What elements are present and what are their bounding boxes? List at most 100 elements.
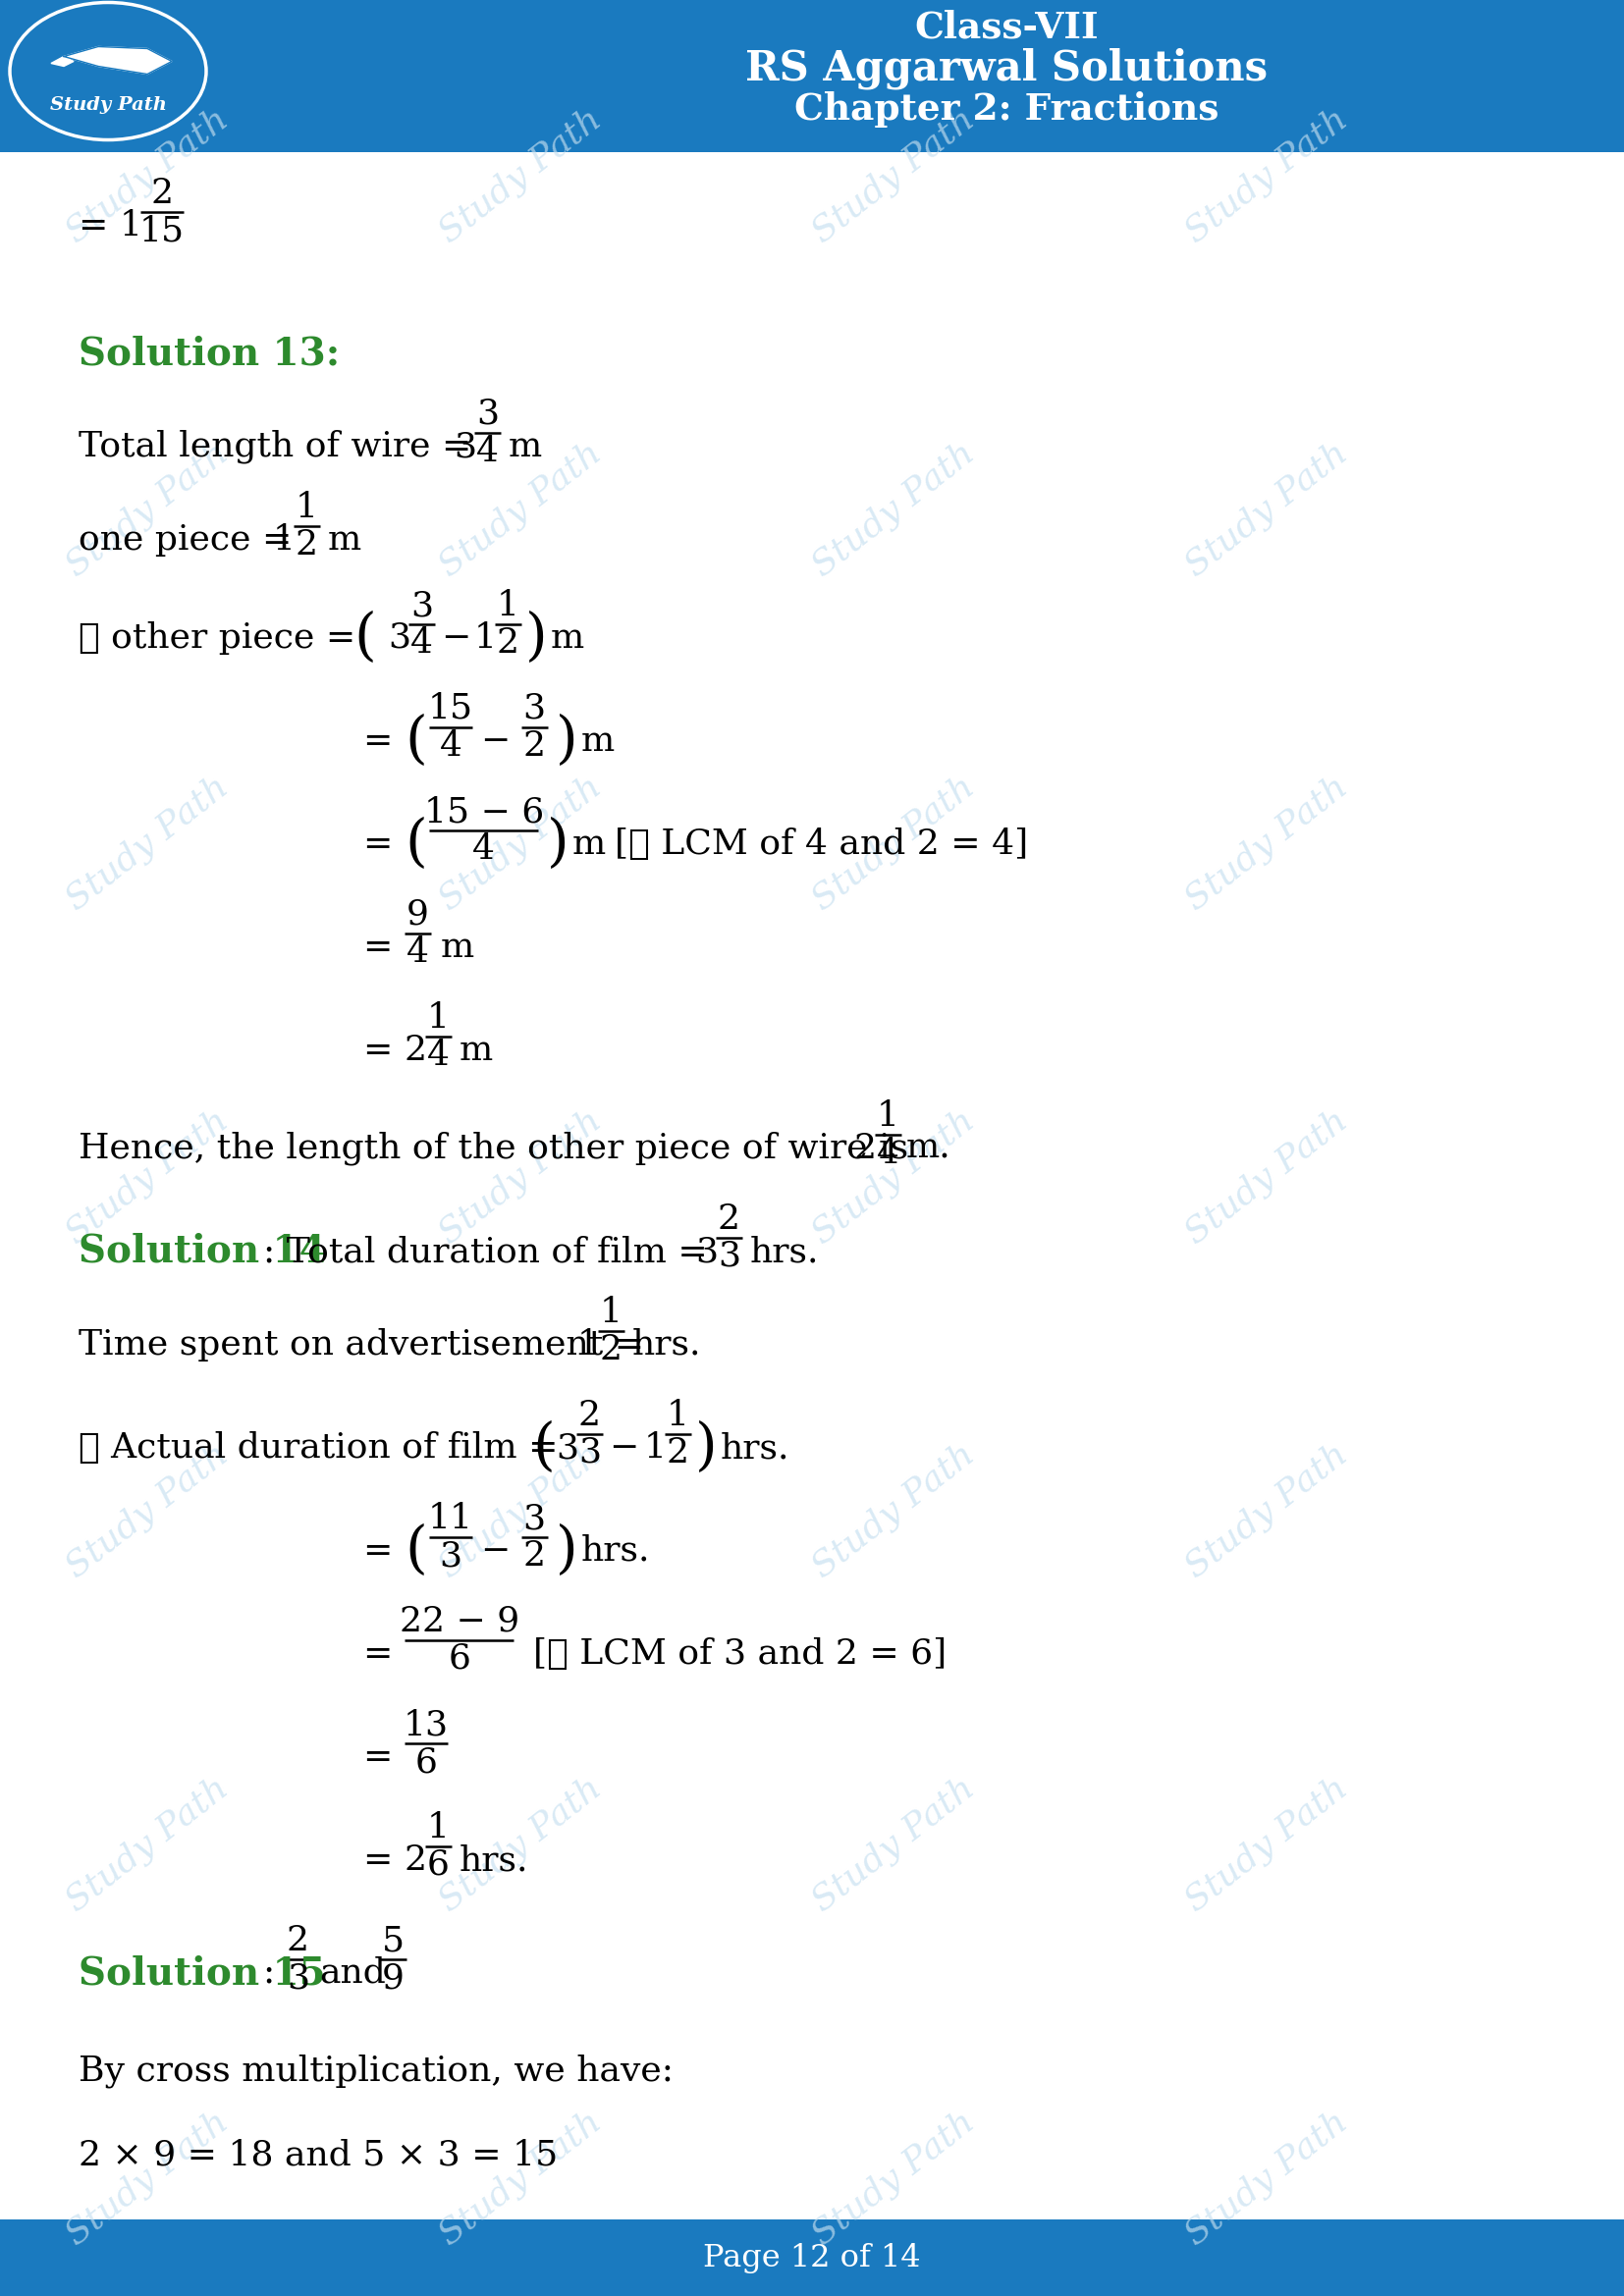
Text: Page 12 of 14: Page 12 of 14: [703, 2243, 921, 2273]
Text: ∴ other piece =: ∴ other piece =: [78, 622, 367, 654]
Text: : Total duration of film =: : Total duration of film =: [263, 1235, 719, 1267]
Text: 2: 2: [666, 1435, 689, 1469]
Text: 2: 2: [523, 730, 546, 762]
Text: Study Path: Study Path: [1179, 1437, 1354, 1584]
Text: 3: 3: [453, 429, 476, 464]
Text: (: (: [404, 1525, 427, 1577]
Text: Study Path: Study Path: [434, 2105, 607, 2252]
Text: Study Path: Study Path: [806, 769, 981, 916]
Text: 4: 4: [427, 1038, 450, 1072]
Text: 3: 3: [555, 1430, 578, 1465]
Text: Study Path: Study Path: [60, 1770, 235, 1917]
Text: m: m: [460, 1033, 494, 1068]
Text: 2: 2: [718, 1203, 741, 1235]
Text: Study Path: Study Path: [806, 1437, 981, 1584]
Text: 15: 15: [140, 214, 185, 248]
Text: [∵ LCM of 3 and 2 = 6]: [∵ LCM of 3 and 2 = 6]: [534, 1637, 947, 1671]
Text: 2: 2: [854, 1132, 877, 1164]
Text: 5: 5: [382, 1924, 404, 1958]
Text: 15 − 6: 15 − 6: [424, 794, 544, 829]
Text: Total length of wire =: Total length of wire =: [78, 429, 482, 464]
Text: 3: 3: [476, 397, 499, 432]
Text: 3: 3: [523, 1502, 546, 1536]
Text: By cross multiplication, we have:: By cross multiplication, we have:: [78, 2055, 674, 2087]
Text: Chapter 2: Fractions: Chapter 2: Fractions: [794, 92, 1220, 129]
Text: Study Path: Study Path: [434, 1770, 607, 1917]
Text: Study Path: Study Path: [434, 769, 607, 916]
Text: ): ): [695, 1421, 718, 1476]
Text: 2: 2: [497, 627, 520, 659]
Text: Study Path: Study Path: [60, 1104, 235, 1251]
Text: 2: 2: [296, 528, 318, 563]
Text: =: =: [364, 827, 404, 861]
Text: 2: 2: [599, 1334, 622, 1366]
Text: 3: 3: [388, 622, 411, 654]
Text: 1: 1: [877, 1100, 900, 1132]
Text: ∴ Actual duration of film =: ∴ Actual duration of film =: [78, 1430, 570, 1465]
Text: Study Path: Study Path: [806, 436, 981, 583]
Text: −: −: [481, 726, 510, 758]
Text: Study Path: Study Path: [60, 2105, 235, 2252]
Text: 4: 4: [438, 730, 461, 762]
Text: hrs.: hrs.: [632, 1327, 702, 1362]
Text: =: =: [364, 930, 404, 964]
Text: Class-VII: Class-VII: [914, 9, 1099, 46]
Text: 1: 1: [273, 523, 296, 556]
Text: 3: 3: [523, 691, 546, 726]
Text: 15: 15: [429, 691, 473, 726]
Text: Study Path: Study Path: [434, 1437, 607, 1584]
Text: 2: 2: [404, 1033, 427, 1068]
Text: hrs.: hrs.: [750, 1235, 818, 1267]
Text: 2 × 9 = 18 and 5 × 3 = 15: 2 × 9 = 18 and 5 × 3 = 15: [78, 2138, 559, 2172]
Text: 3: 3: [438, 1538, 461, 1573]
Text: 2: 2: [404, 1844, 427, 1876]
Text: 1: 1: [120, 209, 143, 243]
Text: RS Aggarwal Solutions: RS Aggarwal Solutions: [745, 48, 1268, 90]
Text: Solution 13:: Solution 13:: [78, 335, 339, 372]
Text: Study Path: Study Path: [806, 1104, 981, 1251]
Text: Study Path: Study Path: [1179, 436, 1354, 583]
Text: (: (: [533, 1421, 554, 1476]
Text: 13: 13: [403, 1708, 448, 1740]
Text: 3: 3: [718, 1240, 741, 1274]
Polygon shape: [50, 57, 73, 67]
Text: 3: 3: [411, 590, 434, 622]
Text: Study Path: Study Path: [1179, 1104, 1354, 1251]
Text: =: =: [78, 209, 120, 243]
Text: 1: 1: [497, 590, 520, 622]
Text: =: =: [364, 1033, 404, 1068]
Text: hrs.: hrs.: [460, 1844, 528, 1876]
Text: 6: 6: [414, 1745, 437, 1779]
Text: 11: 11: [429, 1502, 473, 1536]
Text: one piece =: one piece =: [78, 523, 304, 556]
Text: Study Path: Study Path: [806, 101, 981, 250]
Text: (: (: [404, 817, 427, 872]
Text: −: −: [440, 622, 471, 654]
Text: Hence, the length of the other piece of wire is: Hence, the length of the other piece of …: [78, 1132, 919, 1166]
Text: ): ): [555, 1525, 578, 1577]
Bar: [0, 0, 1624, 152]
Text: 1: 1: [427, 1812, 450, 1844]
Text: 1: 1: [666, 1398, 689, 1433]
Text: Study Path: Study Path: [434, 436, 607, 583]
Text: 1: 1: [643, 1430, 666, 1465]
Text: :: :: [263, 1956, 286, 1991]
Polygon shape: [63, 46, 172, 73]
Text: 2: 2: [287, 1924, 309, 1958]
Text: 6: 6: [427, 1848, 450, 1883]
Text: Study Path: Study Path: [60, 101, 235, 250]
Text: −: −: [609, 1430, 638, 1465]
Text: Study Path: Study Path: [1179, 769, 1354, 916]
Text: Time spent on advertisement =: Time spent on advertisement =: [78, 1327, 656, 1362]
Text: 4: 4: [877, 1137, 900, 1171]
Text: m: m: [508, 429, 542, 464]
Text: 3: 3: [695, 1235, 718, 1267]
Text: 22 − 9: 22 − 9: [400, 1605, 520, 1639]
Text: −: −: [481, 1534, 510, 1568]
Text: hrs.: hrs.: [581, 1534, 650, 1568]
Text: (: (: [354, 611, 375, 666]
Bar: [0, 2220, 1624, 2296]
Text: Study Path: Study Path: [806, 2105, 981, 2252]
Text: m: m: [551, 622, 585, 654]
Text: Study Path: Study Path: [434, 1104, 607, 1251]
